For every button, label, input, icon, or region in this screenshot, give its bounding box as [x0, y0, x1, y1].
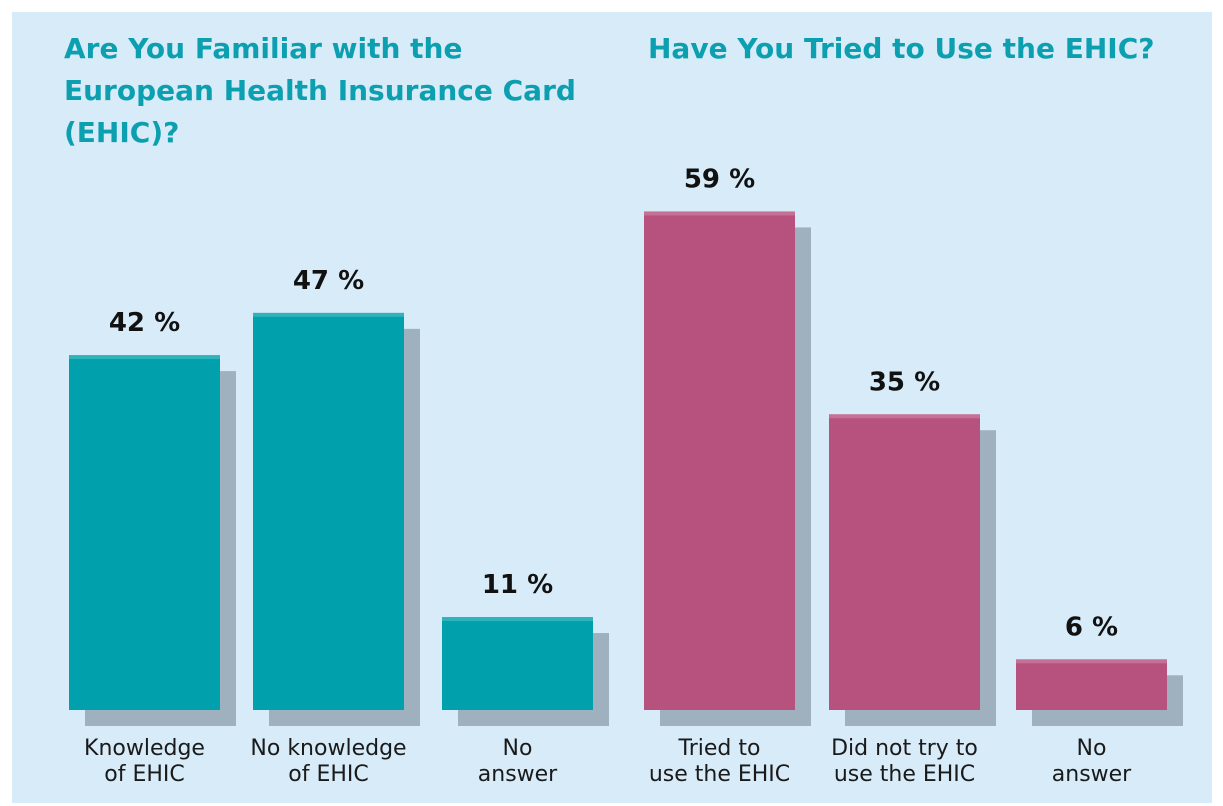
left-bar-highlight-2	[253, 312, 404, 317]
left-bar-3	[442, 617, 593, 710]
left-bar-highlight-1	[69, 355, 220, 360]
right-bar-3	[1016, 659, 1167, 710]
left-value-label-2: 47 %	[293, 266, 364, 296]
left-chart-title: Are You Familiar with the European Healt…	[64, 32, 576, 149]
right-value-label-1: 59 %	[684, 164, 755, 194]
left-bar-highlight-3	[442, 617, 593, 622]
right-value-label-3: 6 %	[1065, 612, 1118, 642]
right-bar-1	[644, 211, 795, 710]
right-chart-title: Have You Tried to Use the EHIC?	[648, 32, 1155, 65]
left-category-label-1: Knowledge of EHIC	[84, 736, 205, 787]
right-bar-highlight-1	[644, 211, 795, 216]
right-bar-2	[829, 414, 980, 710]
right-category-label-3: No answer	[1052, 736, 1132, 787]
left-value-label-1: 42 %	[109, 308, 180, 338]
right-category-label-1: Tried to use the EHIC	[649, 736, 790, 787]
left-value-label-3: 11 %	[482, 570, 553, 600]
left-category-label-3: No answer	[478, 736, 558, 787]
right-bar-highlight-3	[1016, 659, 1167, 664]
left-bar-1	[69, 355, 220, 710]
left-category-label-2: No knowledge of EHIC	[250, 736, 406, 787]
right-bar-highlight-2	[829, 414, 980, 419]
right-category-label-2: Did not try to use the EHIC	[831, 736, 978, 787]
right-value-label-2: 35 %	[869, 367, 940, 397]
left-bar-2	[253, 312, 404, 710]
